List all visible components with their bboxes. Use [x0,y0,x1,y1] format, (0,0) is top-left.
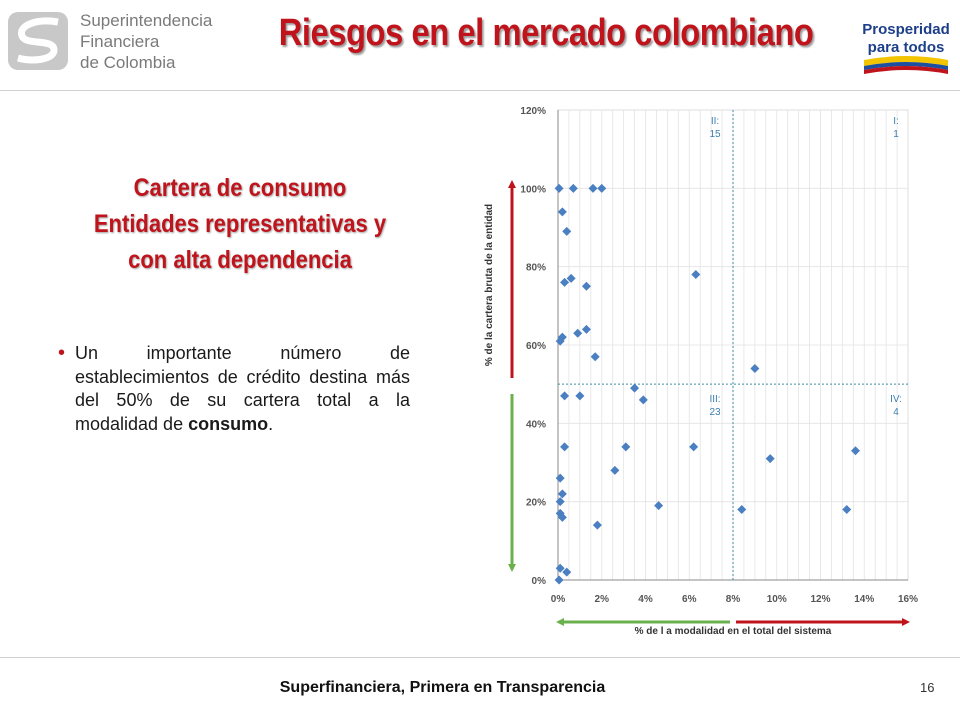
data-point [557,489,567,499]
x-tick-label: 0% [551,594,566,605]
data-point [851,446,860,456]
data-point [555,563,565,573]
subtitle-line: con alta dependencia [128,246,352,274]
org-line: Financiera [80,32,160,51]
quadrant-count: 23 [709,407,721,418]
data-point [842,505,852,514]
quadrant-label: IV: [890,394,902,405]
org-line: Superintendencia [80,11,213,30]
data-point [765,454,775,464]
prosperidad-logo: Prosperidad para todos [862,21,950,74]
data-point [554,575,564,585]
data-point [590,352,600,362]
data-point [560,442,570,452]
data-point [581,324,591,334]
quadrant-count: 15 [709,129,721,140]
x-tick-label: 16% [898,594,918,605]
bullet-text: Un importante número de establecimientos… [75,343,410,434]
data-point [560,277,570,287]
header-divider [0,90,960,91]
data-point [554,183,564,193]
data-point [689,442,699,452]
data-point [621,442,631,452]
bullet-bold-text: consumo [188,413,269,434]
data-point [597,183,607,193]
quadrant-label: III: [709,394,720,405]
data-point [630,383,640,393]
x-tick-label: 6% [682,594,697,605]
data-point [568,183,578,193]
logo-line: para todos [868,39,945,56]
data-point [573,328,583,338]
data-point [555,336,565,346]
logo-line: Prosperidad [862,21,950,38]
data-point [691,270,701,279]
quadrant-label: I: [893,116,899,127]
data-point [575,391,585,401]
section-subtitle: Cartera de consumo Entidades representat… [64,170,416,278]
x-tick-label: 14% [854,594,874,605]
bullet-text-end: . [268,413,274,434]
quadrant-label: II: [711,116,719,127]
scatter-chart: 0% 2% 4% 6% 8% 10% 12% 14% 16% 0% 20% 40% 60% 80% 100%… [484,106,918,637]
data-point [560,391,570,401]
data-point [638,395,648,405]
x-tick-label: 2% [595,594,610,605]
y-axis-title: % de la cartera bruta de la entidad [484,204,495,366]
x-tick-label: 10% [767,594,787,605]
organization-name: Superintendencia Financiera de Colombia [80,10,212,73]
bullet-marker: • [58,342,66,364]
data-point [654,501,664,511]
x-tick-label: 12% [810,594,830,605]
page-number: 16 [920,680,935,695]
y-tick-label: 80% [526,263,546,274]
page-title: Riesgos en el mercado colombiano [278,12,814,54]
superfinanciera-logo [8,12,68,70]
data-point [737,505,747,514]
x-tick-label: 4% [638,594,653,605]
data-point [557,332,567,342]
data-point [557,207,567,217]
quadrant-count: 4 [893,407,899,418]
data-point [581,281,591,291]
x-tick-label: 8% [726,594,741,605]
footer-divider [0,657,960,658]
data-point [562,567,572,577]
data-point [562,226,572,236]
footer-text: Superfinanciera, Primera en Transparenci… [279,679,606,696]
data-point [557,512,567,522]
y-tick-label: 120% [520,106,546,117]
x-axis-title: % de l a modalidad en el total del siste… [635,626,832,637]
bullet-point: • Un importante número de establecimient… [58,342,410,436]
data-point [750,364,760,373]
y-tick-label: 20% [526,498,546,509]
org-line: de Colombia [80,53,176,72]
y-tick-label: 40% [526,419,546,430]
y-tick-label: 0% [532,576,547,587]
subtitle-line: Entidades representativas y [93,210,387,238]
data-point [555,473,565,483]
data-point [555,497,565,507]
quadrant-count: 1 [893,129,899,140]
data-point [610,465,620,475]
data-point [566,273,576,283]
data-point [588,183,598,193]
y-tick-label: 100% [520,184,546,195]
subtitle-line: Cartera de consumo [133,174,347,202]
data-point [592,520,602,530]
y-tick-label: 60% [526,341,546,352]
